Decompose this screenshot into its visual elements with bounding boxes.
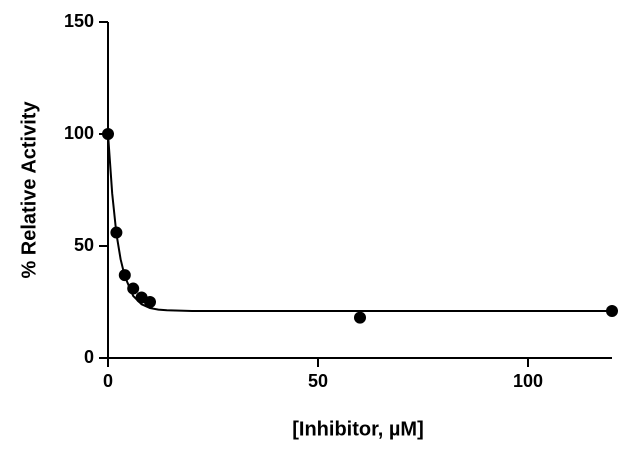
y-tick-label: 50 — [74, 235, 94, 255]
x-axis-title: [Inhibitor, µM] — [292, 418, 424, 440]
data-point — [118, 269, 131, 282]
data-point — [110, 226, 123, 239]
data-point — [127, 282, 140, 295]
data-point — [102, 128, 114, 140]
y-tick-label: 150 — [64, 11, 94, 31]
data-point — [144, 296, 156, 308]
x-tick-label: 50 — [308, 371, 328, 391]
data-point — [606, 304, 618, 317]
y-tick-label: 100 — [64, 123, 94, 143]
y-axis-title: % Relative Activity — [18, 101, 40, 279]
fit-curve — [107, 133, 612, 312]
x-tick-label: 100 — [513, 371, 543, 391]
x-tick-label: 0 — [103, 371, 113, 391]
data-point — [354, 311, 366, 324]
y-tick-label: 0 — [84, 347, 94, 367]
